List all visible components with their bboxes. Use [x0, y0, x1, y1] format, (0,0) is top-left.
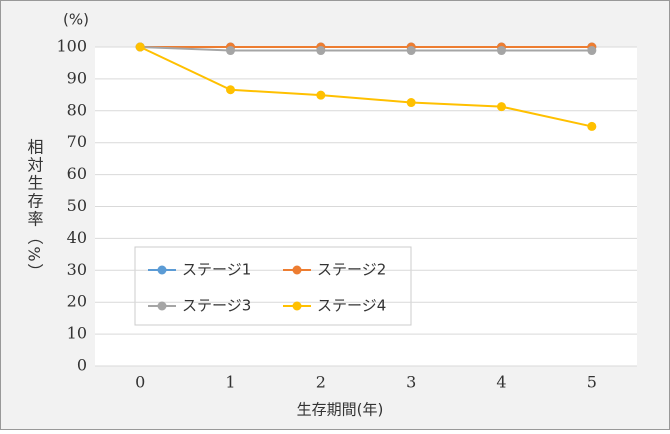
- y-tick-label: 60: [67, 164, 87, 183]
- x-tick-label: 2: [316, 373, 326, 392]
- legend: [134, 246, 412, 326]
- point: [497, 102, 506, 112]
- point: [226, 46, 235, 56]
- x-tick-label: 5: [587, 373, 597, 392]
- y-tick-label: 80: [67, 100, 87, 119]
- legend-swatch: [292, 301, 302, 311]
- point: [406, 98, 416, 108]
- series-line: [140, 46, 592, 52]
- point: [316, 46, 326, 56]
- y-tick-label: 30: [67, 260, 87, 279]
- point: [226, 85, 235, 95]
- x-tick-label: 4: [496, 373, 506, 392]
- x-axis-label: 生存期間(年): [297, 401, 384, 419]
- y-tick-label: 70: [67, 132, 87, 151]
- point: [587, 121, 597, 131]
- point: [406, 46, 416, 56]
- point: [587, 46, 597, 56]
- y-axis-label: 相対生存率（%）: [25, 138, 44, 281]
- x-tick-label: 3: [406, 373, 416, 392]
- y-tick-label: 10: [67, 324, 87, 343]
- y-tick-label: 90: [67, 68, 87, 87]
- y-tick-label: 100: [56, 37, 87, 56]
- y-tick-label: 50: [67, 196, 87, 215]
- legend-label: ステージ1: [182, 261, 251, 279]
- legend-swatch: [157, 301, 167, 311]
- legend-label: ステージ2: [317, 261, 386, 279]
- x-tick-label: 1: [225, 373, 235, 392]
- legend-label: ステージ4: [317, 297, 386, 315]
- y-unit: (%): [63, 11, 89, 29]
- legend-swatch: [157, 265, 167, 275]
- series-line: [139, 46, 593, 128]
- point: [316, 90, 326, 100]
- y-tick-label: 20: [67, 292, 87, 311]
- y-tick-label: 40: [67, 228, 87, 247]
- y-tick-label: 0: [77, 356, 87, 375]
- point: [135, 42, 145, 52]
- point: [497, 46, 506, 56]
- x-tick-label: 0: [135, 373, 145, 392]
- legend-swatch: [292, 265, 302, 275]
- legend-label: ステージ3: [182, 297, 251, 315]
